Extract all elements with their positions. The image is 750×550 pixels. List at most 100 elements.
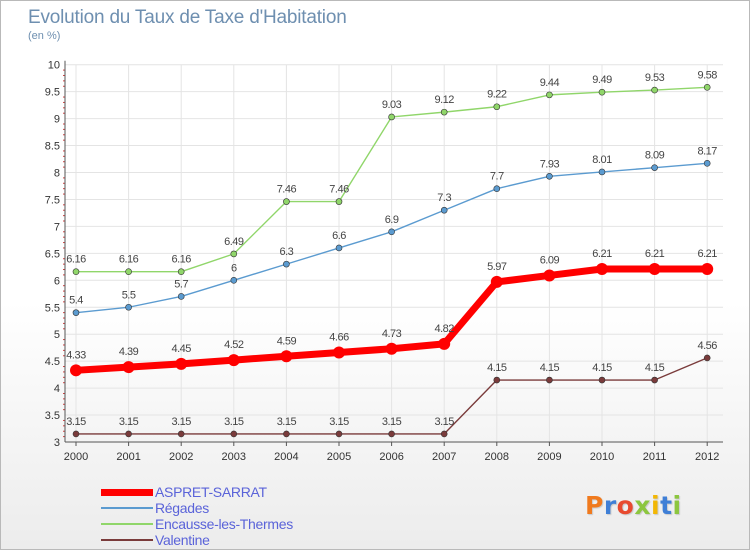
data-point-valentine <box>651 376 658 384</box>
y-tick-label: 4.5 <box>45 356 60 368</box>
data-label-regades: 6.3 <box>280 246 294 258</box>
data-point-aspret-sarrat <box>122 361 135 374</box>
data-label-regades: 5.4 <box>69 295 83 307</box>
x-tick-label: 2005 <box>327 451 351 463</box>
grid <box>65 64 723 443</box>
data-point-regades <box>283 260 290 268</box>
data-label-regades: 7.93 <box>540 158 560 170</box>
data-label-regades: 8.01 <box>592 154 612 166</box>
data-point-regades <box>388 228 395 236</box>
data-point-regades <box>703 160 711 167</box>
data-point-valentine <box>546 376 553 384</box>
data-label-encausse-les-thermes: 7.46 <box>329 184 349 196</box>
x-tick-label: 2011 <box>643 451 667 463</box>
legend-swatch-aspret-sarrat <box>101 489 153 496</box>
data-labels: 3.15 3.15 3.15 3.15 3.15 3.15 3.15 3.15 4.15 4.15… <box>66 69 717 428</box>
data-label-valentine: 3.15 <box>224 416 244 428</box>
x-tick-label: 2012 <box>695 451 719 463</box>
data-label-encausse-les-thermes: 6.16 <box>171 254 191 266</box>
data-label-valentine: 3.15 <box>434 416 454 428</box>
y-tick-label: 6.5 <box>45 248 60 260</box>
data-point-encausse-les-thermes <box>440 108 448 116</box>
data-point-aspret-sarrat <box>385 342 398 355</box>
data-label-aspret-sarrat: 4.39 <box>119 346 139 358</box>
data-label-valentine: 3.15 <box>277 416 297 428</box>
data-point-aspret-sarrat <box>543 269 556 282</box>
x-tick-label: 2004 <box>274 451 298 463</box>
legend-swatch-regades <box>101 507 153 509</box>
data-point-aspret-sarrat <box>227 354 240 367</box>
data-label-regades: 7.3 <box>437 192 451 204</box>
data-label-valentine: 4.56 <box>697 340 717 352</box>
data-label-encausse-les-thermes: 9.22 <box>487 89 507 101</box>
data-point-valentine <box>598 376 606 384</box>
y-tick-label: 4 <box>54 383 60 395</box>
data-label-regades: 6.6 <box>332 230 346 242</box>
x-tick-label: 2003 <box>222 451 246 463</box>
x-tick-label: 2002 <box>169 451 193 463</box>
logo-letter: i <box>651 491 661 520</box>
data-point-regades <box>598 168 606 176</box>
data-label-aspret-sarrat: 6.21 <box>645 248 665 260</box>
logo-letter: i <box>672 491 682 520</box>
data-point-valentine <box>335 430 343 438</box>
data-label-aspret-sarrat: 4.52 <box>224 339 244 351</box>
legend-label-regades: Régades <box>155 500 209 516</box>
proxiti-logo: Proxiti <box>585 491 682 520</box>
data-label-encausse-les-thermes: 9.12 <box>434 94 454 106</box>
data-label-encausse-les-thermes: 6.16 <box>119 254 139 266</box>
y-tick-label: 10 <box>48 60 60 72</box>
data-label-aspret-sarrat: 4.33 <box>66 349 86 361</box>
data-point-encausse-les-thermes <box>335 198 343 205</box>
data-label-aspret-sarrat: 4.59 <box>277 335 297 347</box>
data-label-regades: 5.7 <box>174 278 188 290</box>
data-label-aspret-sarrat: 6.21 <box>697 248 717 260</box>
data-point-aspret-sarrat <box>490 275 503 288</box>
data-label-encausse-les-thermes: 9.49 <box>592 74 612 86</box>
data-label-encausse-les-thermes: 7.46 <box>277 184 297 196</box>
y-tick-label: 7 <box>54 221 60 233</box>
data-label-aspret-sarrat: 6.09 <box>540 254 560 266</box>
data-label-valentine: 4.15 <box>487 362 507 374</box>
x-tick-label: 2009 <box>537 451 561 463</box>
y-tick-label: 7.5 <box>45 194 60 206</box>
data-point-valentine <box>283 430 290 438</box>
data-label-aspret-sarrat: 4.66 <box>329 332 349 344</box>
data-point-regades <box>230 276 238 284</box>
data-label-valentine: 4.15 <box>592 362 612 374</box>
logo-letter: P <box>585 491 604 520</box>
data-label-encausse-les-thermes: 6.49 <box>224 236 244 248</box>
data-point-encausse-les-thermes <box>598 88 606 96</box>
data-point-valentine <box>72 430 80 438</box>
data-label-aspret-sarrat: 4.82 <box>434 323 454 335</box>
data-point-encausse-les-thermes <box>546 91 553 99</box>
data-point-regades <box>177 293 185 300</box>
y-tick-label: 3 <box>54 437 60 449</box>
logo-letter: t <box>660 491 673 520</box>
logo-letter: o <box>616 491 635 520</box>
data-point-aspret-sarrat <box>648 262 661 275</box>
logo-letter: r <box>603 491 617 520</box>
data-point-valentine <box>440 430 448 438</box>
data-point-valentine <box>230 430 238 438</box>
data-label-encausse-les-thermes: 9.03 <box>382 99 402 111</box>
data-label-valentine: 4.15 <box>645 362 665 374</box>
data-point-regades <box>651 164 658 171</box>
data-point-encausse-les-thermes <box>177 268 185 275</box>
y-tick-label: 9 <box>54 114 60 126</box>
data-label-aspret-sarrat: 4.73 <box>382 328 402 340</box>
data-point-regades <box>335 244 343 252</box>
data-point-encausse-les-thermes <box>388 113 395 121</box>
data-point-regades <box>493 185 501 192</box>
data-point-encausse-les-thermes <box>283 198 290 205</box>
logo-letter: x <box>634 491 651 520</box>
data-point-encausse-les-thermes <box>493 103 501 111</box>
data-label-valentine: 3.15 <box>171 416 191 428</box>
data-point-encausse-les-thermes <box>703 84 711 91</box>
data-point-aspret-sarrat <box>701 262 714 275</box>
legend-label-aspret-sarrat: ASPRET-SARRAT <box>155 484 267 500</box>
data-label-encausse-les-thermes: 6.16 <box>66 254 86 266</box>
data-point-regades <box>440 206 448 214</box>
